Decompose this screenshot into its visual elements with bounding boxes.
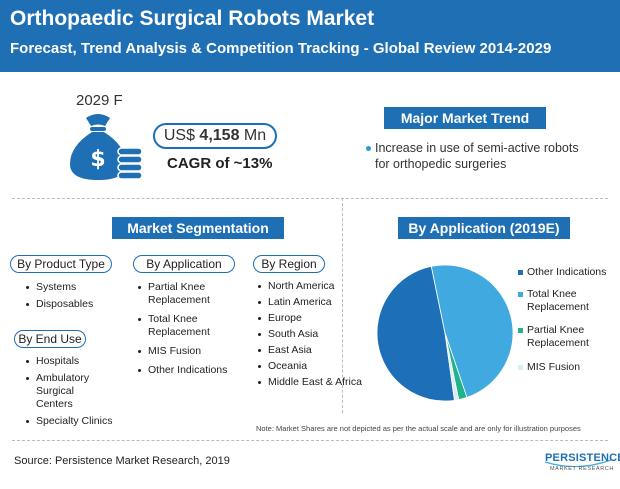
list-item: Latin America bbox=[258, 296, 362, 309]
list-item: South Asia bbox=[258, 328, 362, 341]
trend-title: Major Market Trend bbox=[384, 107, 546, 129]
legend-item: MIS Fusion bbox=[518, 361, 606, 374]
list-item: North America bbox=[258, 280, 362, 293]
trend-item-text: Increase in use of semi-active robots fo… bbox=[375, 141, 579, 171]
page-subtitle: Forecast, Trend Analysis & Competition T… bbox=[10, 40, 552, 57]
product-type-list: Systems Disposables bbox=[26, 281, 93, 315]
segmentation-title: Market Segmentation bbox=[112, 217, 284, 239]
chart-note: Note: Market Shares are not depicted as … bbox=[256, 424, 581, 433]
cagr-text: CAGR of ~13% bbox=[167, 155, 273, 172]
bullet-icon bbox=[366, 146, 371, 151]
list-item: Other Indications bbox=[138, 364, 227, 377]
list-item: Specialty Clinics bbox=[26, 415, 112, 428]
page-title: Orthopaedic Surgical Robots Market bbox=[10, 7, 375, 30]
value-prefix: US$ bbox=[163, 127, 200, 144]
list-item: Total Knee Replacement bbox=[138, 313, 227, 339]
legend-item: Partial Knee Replacement bbox=[518, 324, 606, 350]
legend-swatch bbox=[518, 270, 523, 275]
list-item: Partial Knee Replacement bbox=[138, 281, 227, 307]
logo-name: PERSISTENCE bbox=[545, 452, 620, 464]
trend-item: Increase in use of semi-active robots fo… bbox=[366, 140, 586, 172]
legend-item: Other Indications bbox=[518, 266, 606, 279]
pie-slice-other-indications bbox=[376, 265, 455, 402]
application-list: Partial Knee Replacement Total Knee Repl… bbox=[138, 281, 227, 383]
logo-swoosh-icon bbox=[544, 459, 612, 468]
source-text: Source: Persistence Market Research, 201… bbox=[14, 455, 230, 467]
list-item: Ambulatory Surgical Centers bbox=[26, 372, 112, 411]
divider bbox=[12, 440, 608, 441]
list-item: Systems bbox=[26, 281, 93, 294]
list-item: Oceania bbox=[258, 360, 362, 373]
list-item: Europe bbox=[258, 312, 362, 325]
chart-legend: Other Indications Total Knee Replacement… bbox=[518, 266, 606, 374]
forecast-value: US$ 4,158 Mn bbox=[153, 123, 277, 149]
legend-item: Total Knee Replacement bbox=[518, 288, 606, 314]
legend-swatch bbox=[518, 365, 523, 370]
list-item: Disposables bbox=[26, 298, 93, 311]
category-application: By Application bbox=[133, 255, 235, 273]
category-region: By Region bbox=[253, 255, 325, 273]
list-item: MIS Fusion bbox=[138, 345, 227, 358]
forecast-year-label: 2029 F bbox=[76, 92, 123, 109]
pie-slice-mis-fusion bbox=[444, 332, 460, 401]
end-use-list: Hospitals Ambulatory Surgical Centers Sp… bbox=[26, 355, 112, 432]
legend-swatch bbox=[518, 292, 523, 297]
list-item: Middle East & Africa bbox=[258, 376, 362, 389]
list-item: Hospitals bbox=[26, 355, 112, 368]
company-logo: PERSISTENCE MARKET RESEARCH bbox=[541, 448, 620, 480]
list-item: East Asia bbox=[258, 344, 362, 357]
pie-chart bbox=[376, 264, 514, 402]
header-banner: Orthopaedic Surgical Robots Market Forec… bbox=[0, 0, 620, 72]
logo-tagline: MARKET RESEARCH bbox=[550, 466, 614, 472]
region-list: North America Latin America Europe South… bbox=[258, 280, 362, 392]
value-suffix: Mn bbox=[239, 127, 267, 144]
value-amount: 4,158 bbox=[199, 127, 240, 144]
divider-vertical bbox=[342, 198, 343, 413]
category-product-type: By Product Type bbox=[10, 255, 112, 273]
money-bag-icon: $ bbox=[70, 114, 142, 180]
svg-text:$: $ bbox=[90, 147, 105, 172]
divider bbox=[12, 198, 608, 199]
chart-title: By Application (2019E) bbox=[398, 217, 570, 239]
category-end-use: By End Use bbox=[14, 330, 86, 348]
legend-swatch bbox=[518, 328, 523, 333]
pie-slice-total-knee-replacement bbox=[430, 264, 514, 398]
